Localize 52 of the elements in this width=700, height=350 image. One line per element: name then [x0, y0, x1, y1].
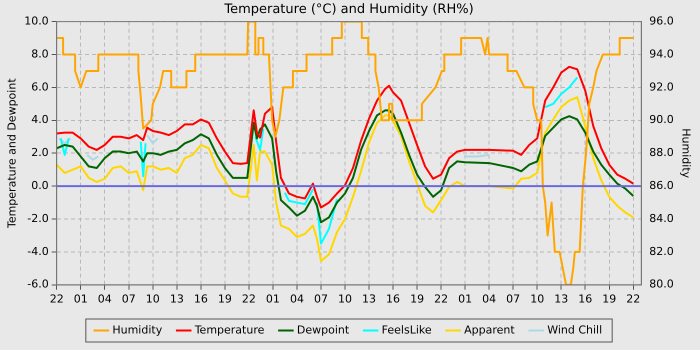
x-tick-label: 10 — [530, 292, 544, 306]
y2-tick-label: 86.0 — [649, 178, 674, 192]
legend-label: FeelsLike — [382, 323, 432, 336]
y2-axis-title: Humidity — [680, 128, 693, 179]
x-tick-label: 16 — [194, 292, 208, 306]
y-tick-label: -2.0 — [27, 212, 49, 225]
x-tick-label: 07 — [506, 292, 520, 306]
x-tick-label: 10 — [338, 292, 352, 306]
y-tick-label: 0.0 — [31, 178, 49, 192]
x-tick-label: 04 — [290, 292, 304, 306]
x-tick-label: 01 — [458, 292, 472, 306]
y2-tick-label: 84.0 — [649, 212, 674, 225]
y2-tick-label: 80.0 — [649, 278, 674, 291]
x-tick-label: 19 — [602, 292, 616, 306]
x-tick-label: 10 — [146, 292, 160, 306]
x-tick-label: 07 — [314, 292, 328, 306]
y-tick-label: 2.0 — [31, 146, 49, 160]
x-tick-label: 13 — [554, 292, 568, 306]
x-tick-label: 22 — [50, 292, 64, 306]
x-tick-label: 04 — [482, 292, 496, 306]
y2-tick-label: 82.0 — [649, 244, 674, 258]
y-tick-label: -6.0 — [27, 278, 49, 291]
x-tick-label: 01 — [74, 292, 88, 306]
x-tick-label: 01 — [266, 292, 280, 306]
legend-label: Temperature — [194, 323, 265, 336]
legend-label: Humidity — [112, 323, 163, 336]
y2-tick-label: 94.0 — [649, 47, 674, 60]
y-tick-label: 8.0 — [31, 47, 49, 60]
x-tick-label: 16 — [578, 292, 592, 306]
y-tick-label: 6.0 — [31, 80, 49, 94]
x-tick-label: 22 — [434, 292, 448, 306]
y2-tick-label: 88.0 — [649, 146, 674, 160]
legend-label: Apparent — [464, 323, 516, 336]
y2-tick-label: 90.0 — [649, 113, 674, 126]
y2-tick-label: 92.0 — [649, 80, 674, 94]
x-tick-label: 22 — [626, 292, 640, 306]
legend-label: Wind Chill — [547, 323, 602, 336]
x-tick-label: 04 — [98, 292, 112, 306]
x-tick-label: 07 — [122, 292, 136, 306]
x-tick-label: 13 — [362, 292, 376, 306]
x-tick-label: 16 — [386, 292, 400, 306]
y2-tick-label: 96.0 — [649, 14, 674, 28]
y-tick-label: 4.0 — [31, 113, 49, 126]
x-tick-label: 19 — [410, 292, 424, 306]
y-axis-title: Temperature and Dewpoint — [5, 78, 18, 230]
x-tick-label: 22 — [242, 292, 256, 306]
y-tick-label: 10.0 — [24, 14, 49, 28]
chart-title: Temperature (°C) and Humidity (RH%) — [223, 2, 474, 18]
x-tick-label: 13 — [170, 292, 184, 306]
legend-label: Dewpoint — [296, 323, 350, 336]
x-tick-label: 19 — [218, 292, 232, 306]
y-tick-label: -4.0 — [27, 244, 49, 258]
